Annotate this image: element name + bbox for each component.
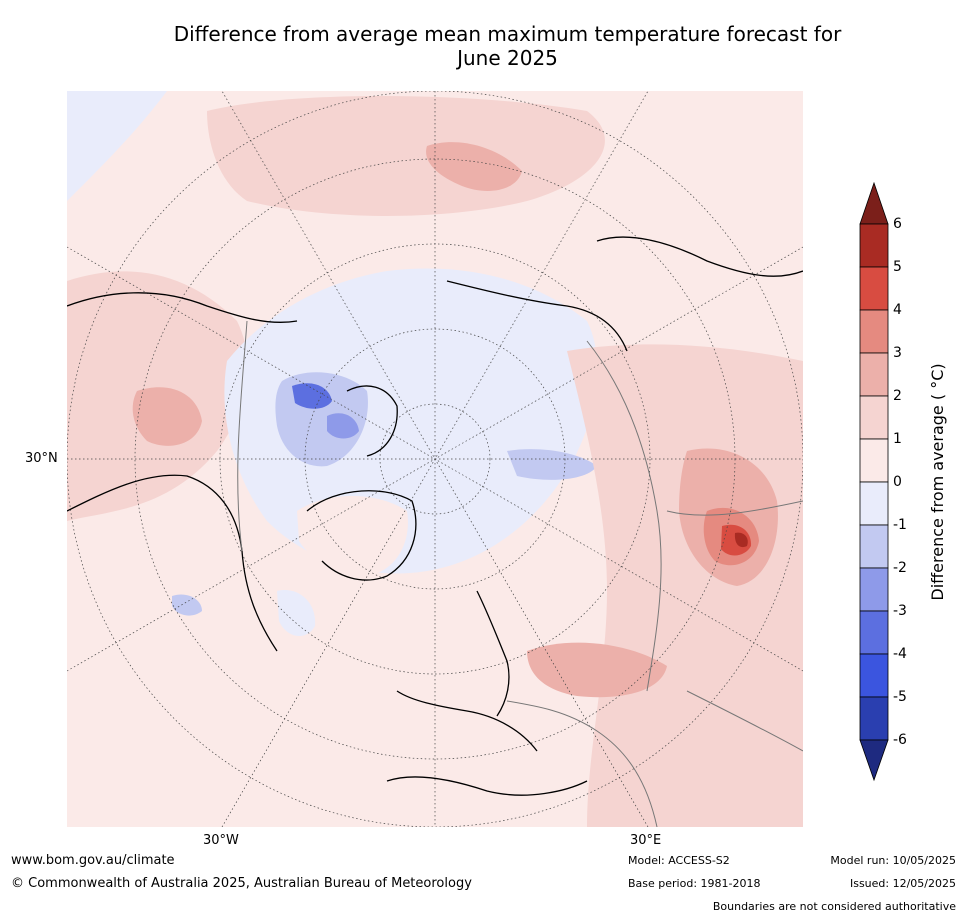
lat-label-30n: 30°N [25,451,58,466]
colorbar-band [859,223,889,268]
copyright-text: © Commonwealth of Australia 2025, Austra… [11,876,472,891]
colorbar-band [859,395,889,440]
colorbar-tick: -5 [893,689,907,705]
colorbar-tick: -4 [893,646,907,662]
anomaly-region [527,642,667,698]
colorbar [859,182,889,782]
lon-label-30e: 30°E [630,833,662,848]
colorbar-tick: 4 [893,302,902,318]
anomaly-region [734,532,748,548]
colorbar-tick: -1 [893,517,907,533]
anomaly-region [507,449,597,480]
colorbar-band [859,481,889,526]
colorbar-band [859,653,889,698]
base-period-text: Base period: 1981-2018 [628,877,761,890]
colorbar-over-arrow [859,182,889,225]
colorbar-band [859,696,889,741]
anomaly-region [277,590,316,637]
anomaly-region [224,268,598,574]
coastlines [67,236,803,796]
colorbar-tick: -6 [893,732,907,748]
map-title-line2: June 2025 [457,46,558,70]
colorbar-tick: 6 [893,216,902,232]
anomaly-region [426,142,522,191]
colorbar-tick: 5 [893,259,902,275]
colorbar-tick: 1 [893,431,902,447]
graticule [67,91,803,827]
anomaly-region [67,91,167,201]
colorbar-tick: 0 [893,474,902,490]
colorbar-band [859,567,889,612]
map-canvas [67,91,803,827]
map-title: Difference from average mean maximum tem… [60,22,955,70]
anomaly-region [172,594,202,616]
colorbar-tick: 3 [893,345,902,361]
colorbar-band [859,266,889,311]
disclaimer-text: Boundaries are not considered authoritat… [712,900,956,913]
colorbar-tick: -2 [893,560,907,576]
lon-label-30w: 30°W [203,833,239,848]
anomaly-region [297,496,408,576]
anomaly-region [132,387,202,446]
colorbar-under-arrow [859,739,889,782]
issued-text: Issued: 12/05/2025 [849,877,956,890]
map-title-line1: Difference from average mean maximum tem… [173,22,842,46]
colorbar-band [859,610,889,655]
model-text: Model: ACCESS-S2 [628,854,730,867]
model-run-text: Model run: 10/05/2025 [830,854,956,867]
country-borders [237,320,803,827]
colorbar-band [859,524,889,569]
forecast-map [67,91,803,827]
colorbar-band [859,438,889,483]
colorbar-tick: -3 [893,603,907,619]
colorbar-tick: 2 [893,388,902,404]
anomaly-region [292,383,332,409]
colorbar-band [859,309,889,354]
colorbar-label: Difference from average ( °C) [928,363,947,601]
anomaly-region [327,413,359,439]
website-link[interactable]: www.bom.gov.au/climate [11,853,175,868]
colorbar-band [859,352,889,397]
